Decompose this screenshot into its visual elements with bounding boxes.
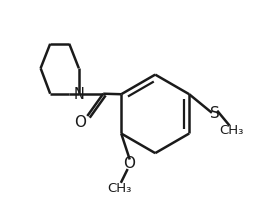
- Text: O: O: [74, 115, 86, 130]
- Text: O: O: [123, 156, 135, 171]
- Text: CH₃: CH₃: [219, 124, 244, 137]
- Text: S: S: [210, 106, 219, 121]
- Text: CH₃: CH₃: [107, 182, 131, 195]
- Text: N: N: [74, 87, 85, 102]
